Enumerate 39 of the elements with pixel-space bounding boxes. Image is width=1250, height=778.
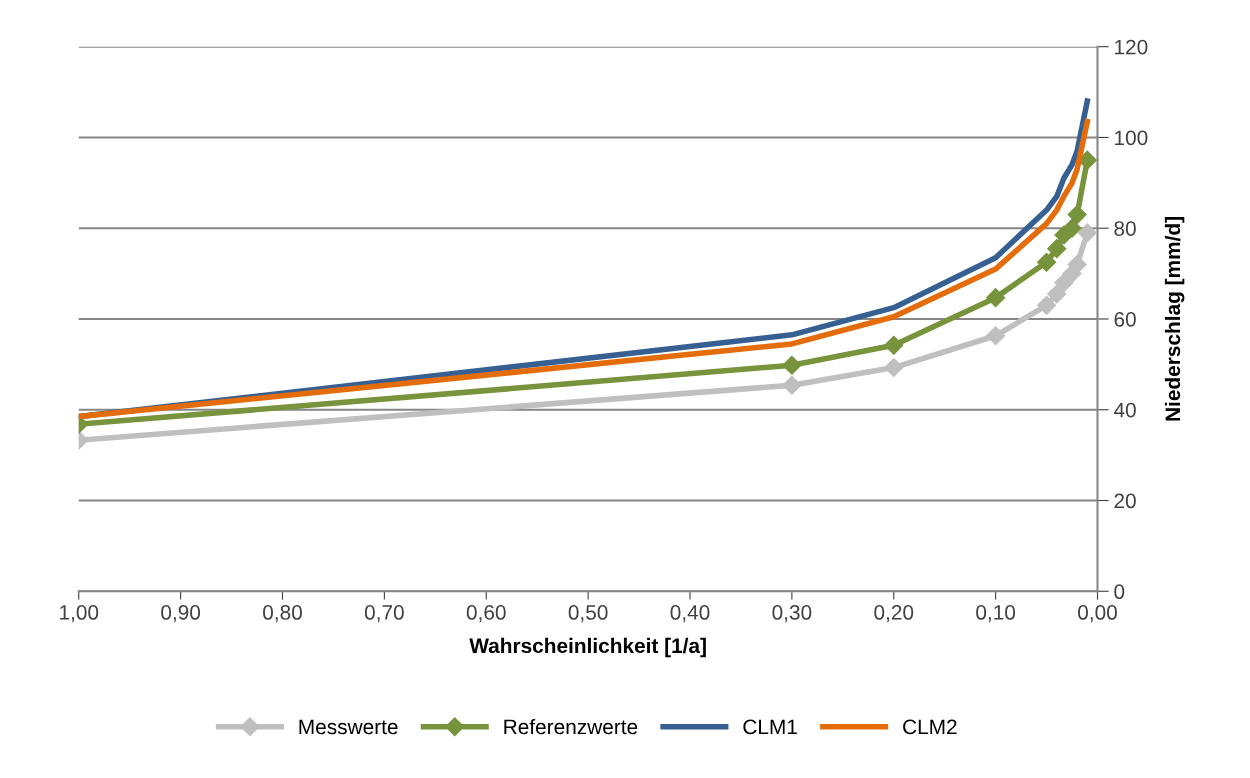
x-tick-label: 0,80 <box>263 605 302 623</box>
x-tick-label: 0,40 <box>670 605 710 623</box>
x-tick-label: 0,60 <box>466 605 506 623</box>
point <box>884 358 904 378</box>
x-tick-label: 0,30 <box>772 605 812 623</box>
y-tick-label: 120 <box>1115 39 1148 55</box>
point <box>1047 284 1067 304</box>
point <box>1062 218 1082 238</box>
point <box>1037 252 1057 272</box>
x-axis-title: Wahrscheinlichkeit [1/a] <box>469 637 706 658</box>
x-tick-label: 0,90 <box>161 605 201 623</box>
legend-label: CLM2 <box>903 719 957 735</box>
y-tick-label: 40 <box>1113 402 1136 418</box>
y-tick-label: 60 <box>1114 311 1136 327</box>
x-tick-label: 0,20 <box>874 605 914 623</box>
legend-label: Messwerte <box>299 719 398 735</box>
legend-label: Referenzwerte <box>504 718 638 735</box>
point <box>782 355 802 375</box>
y-tick-label: 0 <box>1114 584 1125 600</box>
point <box>1054 273 1074 293</box>
point <box>782 375 802 395</box>
point <box>1037 295 1057 315</box>
legend-label: CLM1 <box>743 719 797 735</box>
point <box>1067 254 1087 275</box>
y-tick-label: 100 <box>1115 130 1148 146</box>
x-tick-label: 0,10 <box>976 605 1016 623</box>
point <box>986 288 1006 308</box>
point <box>1077 223 1097 243</box>
y-tick-label: 20 <box>1114 493 1136 509</box>
x-tick-label: 1,00 <box>60 605 99 623</box>
x-tick-label: 0,00 <box>1078 605 1117 623</box>
x-tick-label: 0,50 <box>568 605 608 623</box>
point <box>1067 205 1087 225</box>
y-axis-title: Niederschlag [mm/d] <box>1164 217 1185 421</box>
point <box>1047 239 1067 259</box>
x-tick-label: 0,70 <box>364 605 404 623</box>
y-tick-label: 80 <box>1114 221 1136 236</box>
point <box>986 326 1006 346</box>
point <box>884 335 904 355</box>
